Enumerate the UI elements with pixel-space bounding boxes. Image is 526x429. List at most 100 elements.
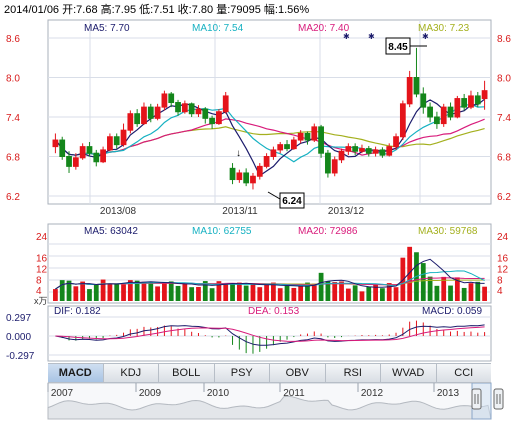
candle-body	[270, 149, 277, 158]
candle-body	[413, 77, 420, 95]
volume-bar	[182, 283, 188, 301]
price-ma10-line	[54, 103, 485, 163]
candle-body	[481, 90, 488, 100]
volume-bar	[373, 284, 378, 301]
tab-wvad[interactable]: WVAD	[381, 364, 437, 382]
volume-ma20-label: MA20: 72986	[298, 226, 358, 237]
tab-psy[interactable]: PSY	[215, 364, 270, 382]
volume-bar	[277, 288, 283, 301]
candle-body	[120, 129, 127, 146]
price-y-axis: 8.6 8.6 8.0 8.0 7.4 7.4 6.8 6.8 6.2 6.2	[6, 34, 511, 203]
macd-y-tick: 0.297	[6, 313, 31, 324]
volume-bar	[59, 280, 65, 301]
candle-body	[236, 172, 243, 181]
macd-value-label: MACD: 0.059	[422, 306, 482, 317]
tab-boll[interactable]: BOLL	[159, 364, 215, 382]
volume-bar	[243, 285, 249, 301]
candle-body	[399, 103, 406, 138]
macd-dif-line	[55, 324, 485, 346]
candle-body	[154, 106, 161, 119]
candle-body	[79, 146, 86, 159]
candle-body	[434, 116, 440, 125]
volume-bar	[359, 291, 365, 301]
candle-body	[107, 136, 113, 151]
volume-bar	[73, 286, 79, 301]
svg-text:✱: ✱	[422, 32, 429, 41]
volume-ma5-label: MA5: 63042	[84, 226, 138, 237]
price-y-tick-left: 7.4	[6, 113, 20, 124]
candle-body	[243, 172, 250, 184]
high-price-callout: 8.45	[385, 37, 427, 55]
tab-obv[interactable]: OBV	[270, 364, 326, 382]
candle-body	[113, 136, 120, 146]
candle-body	[352, 146, 359, 152]
volume-bar	[127, 280, 133, 301]
candle-body	[181, 103, 188, 113]
tab-rsi[interactable]: RSI	[326, 364, 381, 382]
volume-bar	[468, 283, 474, 301]
navigator-year-label: 2013	[437, 388, 460, 399]
tab-cci[interactable]: CCI	[454, 367, 474, 379]
high-price-value: 8.45	[388, 42, 408, 53]
volume-bar	[305, 282, 310, 301]
volume-y-tick-right: 8	[497, 275, 503, 286]
navigator-year-label: 2011	[283, 388, 305, 399]
candle-body	[290, 139, 297, 150]
volume-bar	[448, 285, 453, 301]
price-ma5-label: MA5: 7.70	[84, 23, 130, 34]
candle-body	[474, 95, 481, 105]
volume-bar	[311, 283, 317, 301]
volume-bar	[407, 246, 413, 301]
volume-bar	[380, 288, 385, 301]
price-y-tick-right: 6.8	[497, 153, 511, 164]
low-price-callout: 6.24	[267, 191, 305, 209]
event-markers: ✱ ✱ ✱ ↓	[236, 32, 429, 159]
candle-body	[263, 156, 270, 167]
volume-bar	[393, 287, 399, 301]
candle-body	[168, 93, 175, 104]
volume-y-tick-right: 16	[497, 254, 509, 265]
volume-y-tick-left: 8	[36, 275, 42, 286]
volume-bar	[352, 285, 358, 301]
candle-body	[161, 93, 168, 108]
price-y-tick-right: 8.0	[497, 74, 511, 85]
candlestick-series	[52, 47, 488, 190]
volume-bar	[291, 287, 297, 301]
tab-macd[interactable]: MACD	[48, 364, 104, 382]
candle-body	[325, 152, 331, 174]
volume-bar	[482, 286, 487, 301]
volume-y-tick-left: 16	[36, 254, 48, 265]
candle-body	[311, 126, 318, 141]
candle-body	[195, 108, 202, 115]
volume-bar	[345, 288, 351, 301]
macd-y-tick: -0.297	[6, 351, 35, 362]
tab-kdj[interactable]: KDJ	[104, 364, 159, 382]
navigator-price-history	[47, 395, 492, 420]
candle-body	[318, 126, 324, 154]
volume-bar	[216, 281, 222, 301]
volume-bar	[175, 285, 181, 301]
macd-dea-line	[55, 326, 485, 342]
candle-body	[86, 146, 93, 154]
volume-bar	[434, 285, 440, 301]
volume-ma5-line	[55, 258, 485, 290]
candle-body	[188, 103, 195, 115]
volume-ma10-line	[55, 270, 485, 290]
candle-body	[427, 106, 433, 118]
candle-body	[365, 148, 372, 154]
volume-y-tick-right: 12	[497, 265, 509, 276]
volume-bar	[148, 281, 154, 301]
volume-bar	[461, 287, 467, 301]
navigator-handle-right[interactable]	[493, 388, 504, 410]
volume-bar	[420, 263, 426, 301]
volume-bar	[53, 289, 58, 301]
volume-bar	[386, 283, 392, 301]
macd-y-tick: 0.000	[6, 332, 31, 343]
navigator-handle-left[interactable]	[471, 388, 482, 410]
svg-text:✱: ✱	[343, 32, 350, 41]
price-x-tick: 2013/12	[328, 206, 365, 217]
volume-bar	[168, 281, 174, 301]
volume-bar	[318, 272, 324, 301]
